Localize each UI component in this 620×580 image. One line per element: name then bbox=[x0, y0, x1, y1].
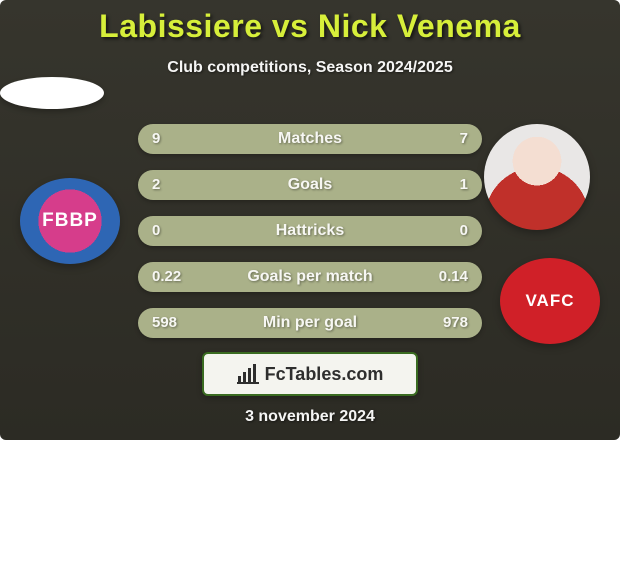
chart-icon bbox=[237, 364, 259, 384]
stat-right-value: 0 bbox=[460, 216, 468, 246]
page-title: Labissiere vs Nick Venema bbox=[0, 0, 620, 45]
subtitle: Club competitions, Season 2024/2025 bbox=[0, 59, 620, 77]
club-left-badge: FBBP bbox=[20, 178, 120, 264]
stat-right-value: 7 bbox=[460, 124, 468, 154]
date-text: 3 november 2024 bbox=[0, 408, 620, 426]
player-left-avatar bbox=[0, 77, 104, 109]
stats-table: 9Matches7 2Goals1 0Hattricks0 0.22Goals per… bbox=[138, 124, 482, 354]
player-right-avatar bbox=[484, 124, 590, 230]
stat-right-value: 1 bbox=[460, 170, 468, 200]
stat-label: Goals per match bbox=[138, 262, 482, 292]
club-right-label: VAFC bbox=[525, 291, 574, 311]
comparison-card: Labissiere vs Nick Venema Club competiti… bbox=[0, 0, 620, 440]
stat-row: 2Goals1 bbox=[138, 170, 482, 200]
stat-right-value: 0.14 bbox=[439, 262, 468, 292]
stat-row: 0Hattricks0 bbox=[138, 216, 482, 246]
brand-box[interactable]: FcTables.com bbox=[202, 352, 418, 396]
stat-label: Min per goal bbox=[138, 308, 482, 338]
club-right-badge: VAFC bbox=[500, 258, 600, 344]
stat-row: 9Matches7 bbox=[138, 124, 482, 154]
stat-row: 0.22Goals per match0.14 bbox=[138, 262, 482, 292]
brand-text: FcTables.com bbox=[265, 364, 384, 385]
stat-right-value: 978 bbox=[443, 308, 468, 338]
stat-label: Hattricks bbox=[138, 216, 482, 246]
stat-label: Goals bbox=[138, 170, 482, 200]
stat-row: 598Min per goal978 bbox=[138, 308, 482, 338]
club-left-label: FBBP bbox=[42, 210, 98, 232]
stat-label: Matches bbox=[138, 124, 482, 154]
